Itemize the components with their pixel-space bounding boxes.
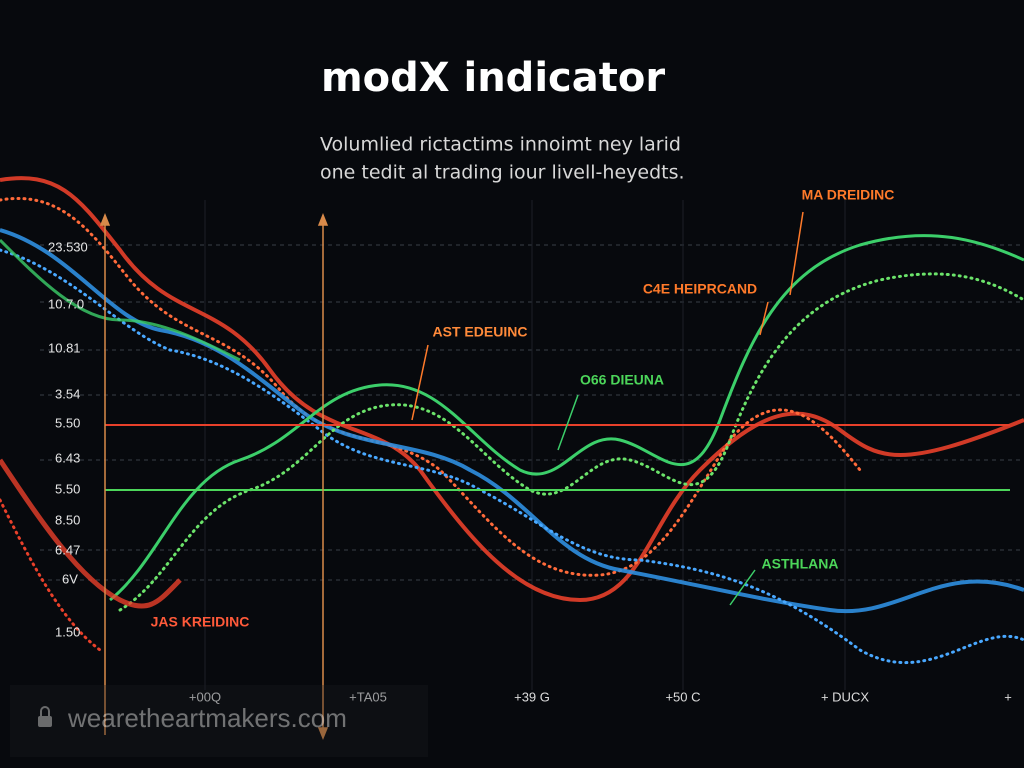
y-label: 23.530 [48, 239, 88, 254]
x-label: + [1004, 689, 1012, 704]
x-label: +00Q [189, 689, 221, 704]
x-label: +39 G [514, 689, 550, 704]
annotation: O66 DIEUNA [580, 372, 664, 388]
x-label: +TA05 [349, 689, 387, 704]
annotation: ASTHLANA [762, 556, 839, 572]
annotation: C4E HEIPRCAND [643, 281, 757, 297]
subtitle: Volumlied rictactims innoimt ney larid [320, 134, 681, 156]
annotation: JAS KREIDINC [151, 614, 250, 630]
waves [0, 176, 1024, 664]
x-labels: +00Q +TA05 +39 G +50 C + DUCX + [189, 689, 1012, 704]
y-label: 6.47 [55, 542, 80, 557]
annotations: MA DREIDINC C4E HEIPRCAND AST EDEUINC O6… [151, 187, 895, 630]
y-label: 6.43 [55, 450, 80, 465]
y-label: 1.50 [55, 624, 80, 639]
vertical-markers [99, 212, 329, 741]
annotation: AST EDEUINC [433, 324, 528, 340]
y-labels: 23.530 10.7.0 10.81 3.54 5.50 6.43 5.50 … [48, 239, 88, 639]
x-label: +50 C [665, 689, 700, 704]
grid [40, 200, 1024, 690]
leader-lines [411, 211, 804, 606]
subtitle: one tedit al trading iour livell-heyedts… [320, 162, 685, 184]
y-label: 5.50 [55, 481, 80, 496]
y-label: 5.50 [55, 415, 80, 430]
y-label: 6V [62, 571, 78, 586]
y-label: 3.54 [55, 386, 80, 401]
annotation: MA DREIDINC [802, 187, 895, 203]
title: modX indicator [321, 55, 665, 101]
x-label: + DUCX [821, 689, 869, 704]
watermark-text: wearetheartmakers.com [67, 703, 347, 733]
y-label: 10.81 [48, 340, 81, 355]
y-label: 8.50 [55, 512, 80, 527]
y-label: 10.7.0 [48, 296, 84, 311]
watermark: wearetheartmakers.com [10, 685, 428, 757]
